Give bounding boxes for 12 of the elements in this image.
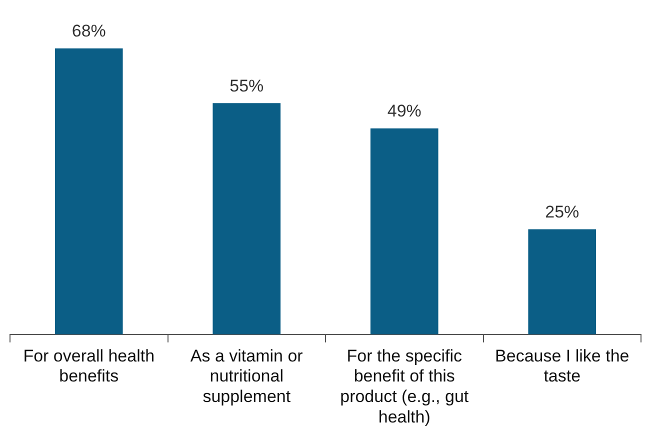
data-label: 25% — [545, 202, 580, 222]
x-tick-label: Because I like the taste — [495, 346, 630, 386]
bar — [370, 128, 438, 334]
x-tick-label: For the specific benefit of this product (e.g., gut health) — [340, 346, 469, 426]
bar — [528, 229, 596, 334]
data-label: 55% — [230, 76, 264, 96]
data-label: 68% — [72, 22, 106, 41]
x-tick-label: As a vitamin or nutritional supplement — [190, 346, 304, 406]
bar — [212, 103, 281, 334]
data-label: 49% — [387, 102, 422, 121]
x-tick-label: For overall health benefits — [23, 346, 155, 386]
bar — [54, 48, 123, 334]
